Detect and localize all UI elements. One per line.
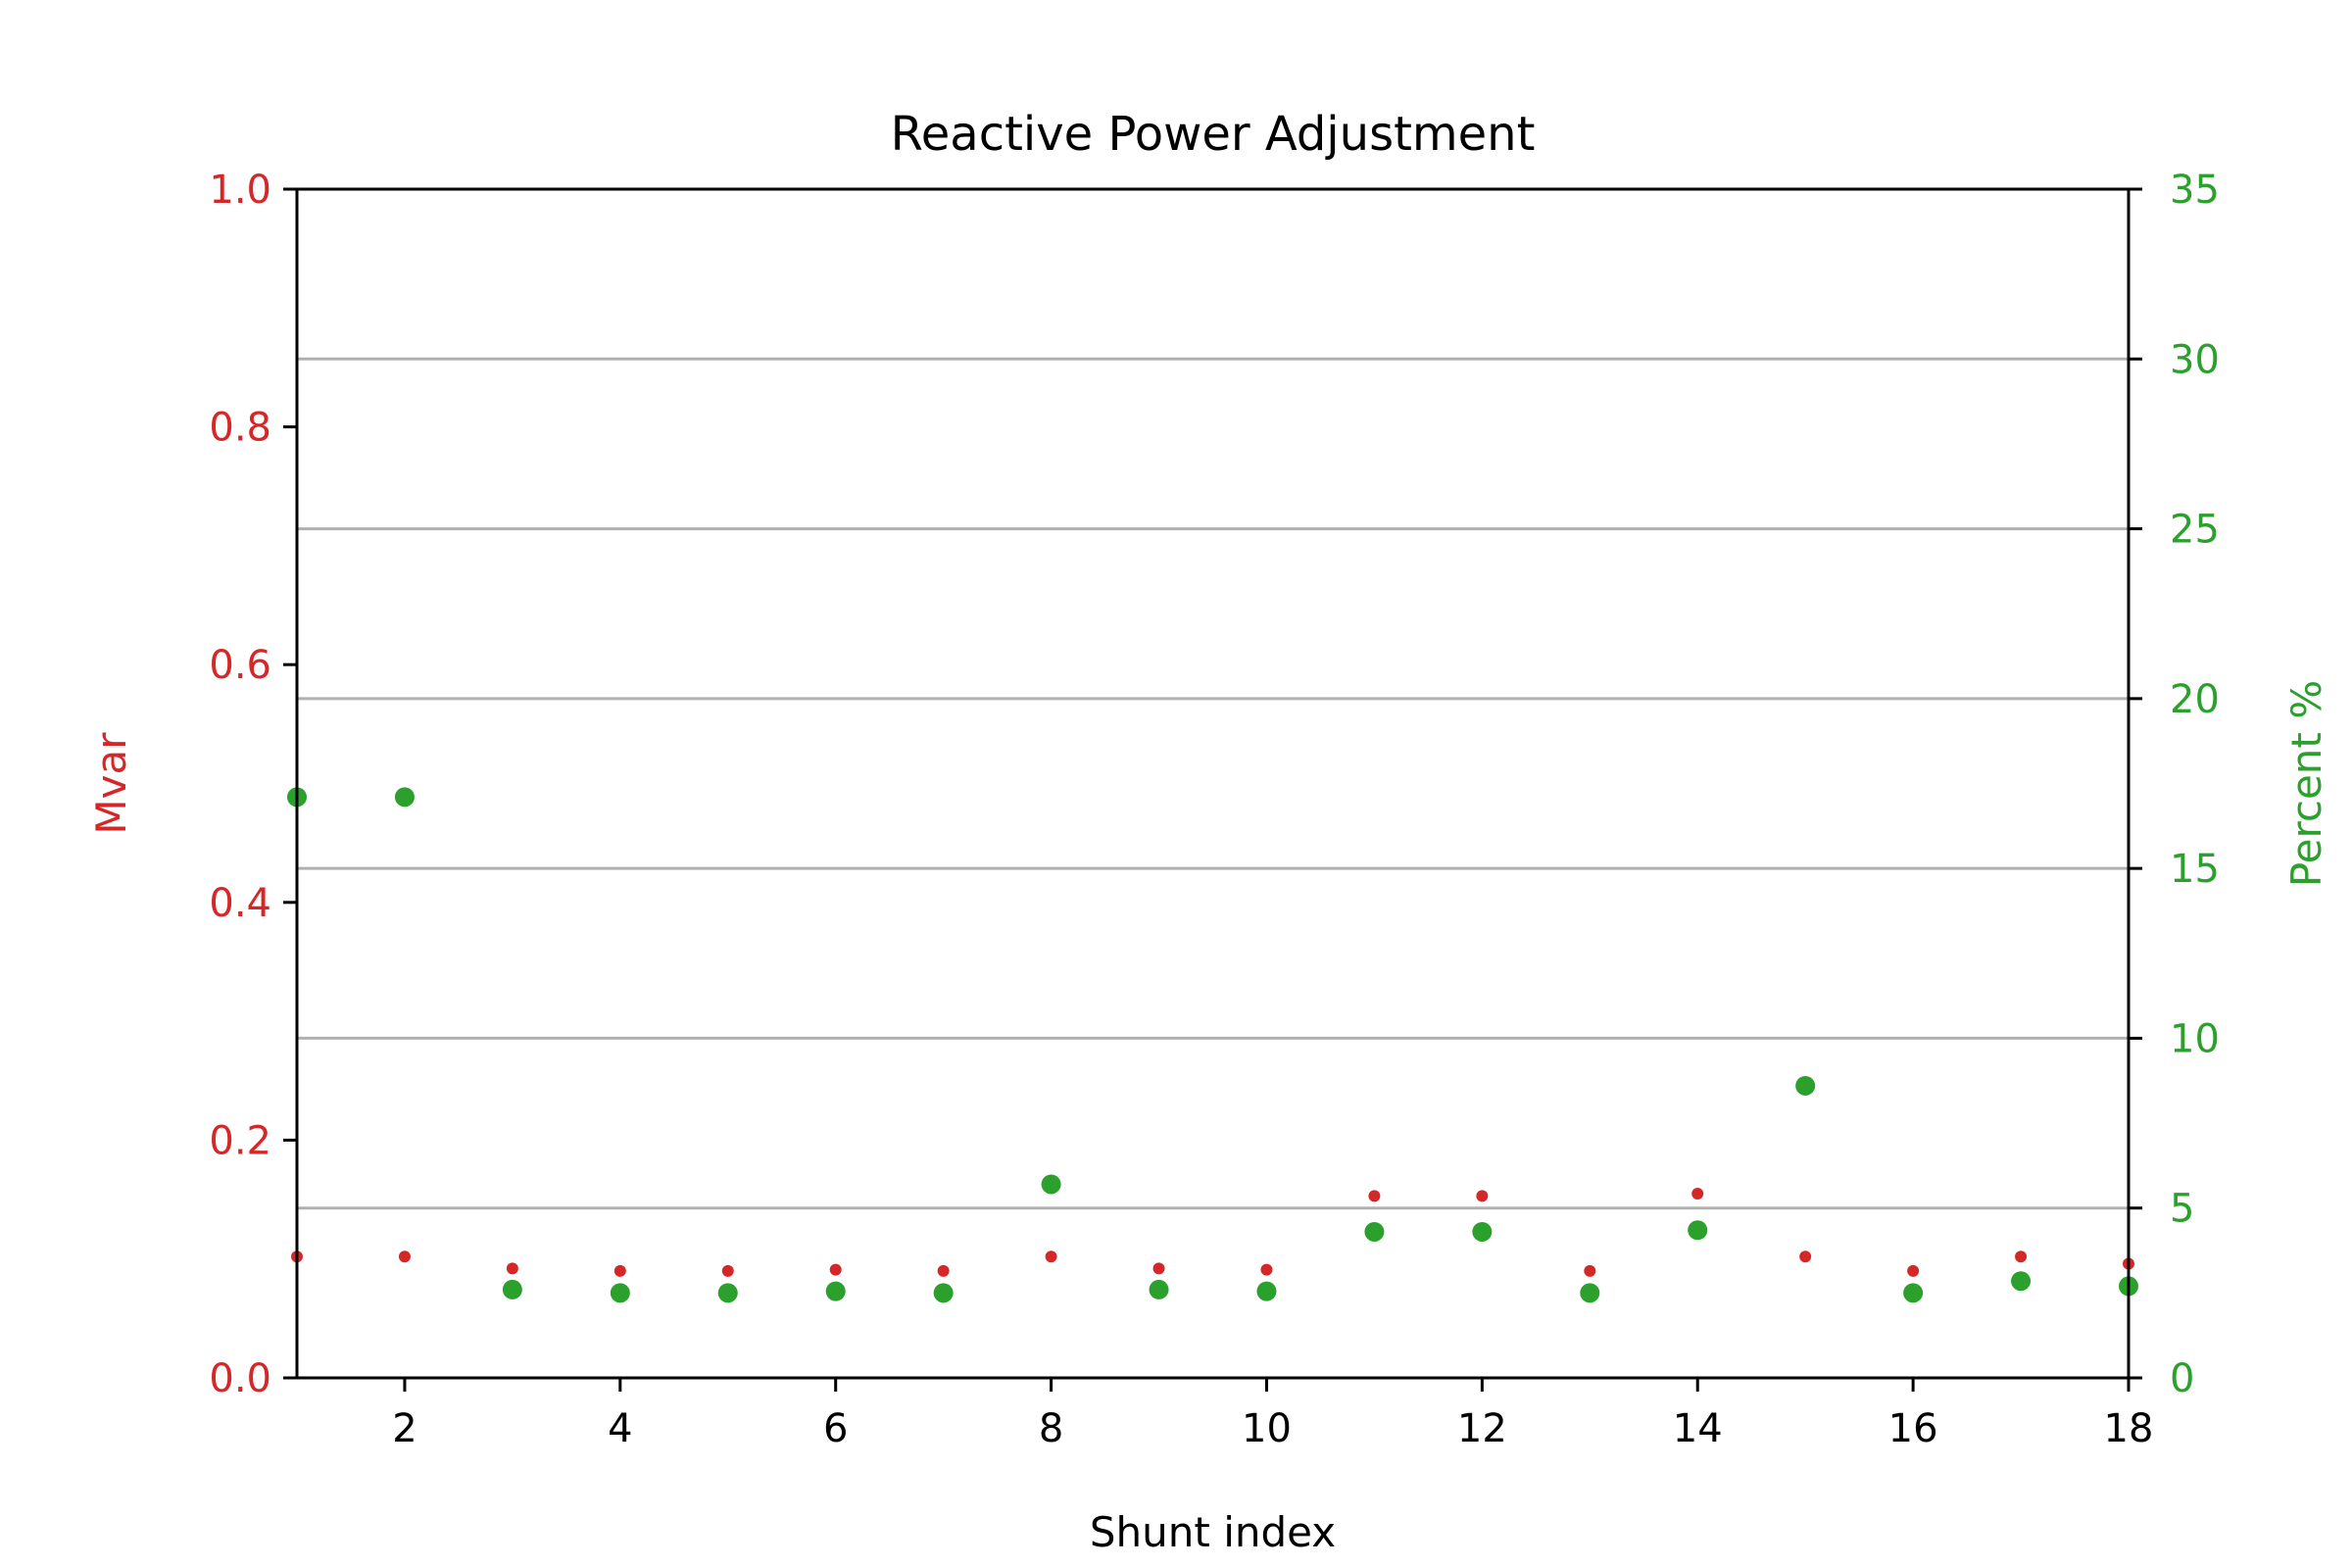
mvar-point — [1260, 1263, 1273, 1276]
mvar-point — [1907, 1264, 1920, 1277]
mvar-point — [1799, 1250, 1812, 1263]
y-left-axis-label: Mvar — [87, 732, 135, 835]
mvar-point — [721, 1264, 734, 1277]
y-right-tick-label: 35 — [2170, 168, 2220, 213]
y-left-tick-label: 1.0 — [209, 168, 271, 213]
percent-point — [1256, 1281, 1277, 1301]
percent-point — [717, 1283, 738, 1303]
mvar-point — [937, 1264, 950, 1277]
percent-point — [1688, 1220, 1708, 1241]
percent-point — [825, 1281, 846, 1301]
percent-point — [1580, 1283, 1600, 1303]
x-tick-label: 16 — [1888, 1406, 1938, 1451]
axis-ticks: 0 5 10 15 20 25 30 35 0.0 0.2 0.4 0.6 0.8 1.0 2 4 6 8 10 12… — [209, 168, 2220, 1451]
percent-point — [1472, 1221, 1493, 1242]
x-tick-label: 8 — [1039, 1406, 1063, 1451]
percent-point — [502, 1279, 522, 1299]
x-tick-label: 18 — [2104, 1406, 2154, 1451]
mvar-point — [613, 1264, 626, 1277]
y-right-tick-label: 25 — [2170, 508, 2220, 553]
x-tick-label: 10 — [1242, 1406, 1292, 1451]
x-axis-label: Shunt index — [1090, 1508, 1336, 1556]
percent-point — [2011, 1271, 2032, 1292]
y-right-tick-label: 5 — [2170, 1187, 2194, 1232]
percent-point — [1041, 1174, 1061, 1195]
percent-point — [610, 1283, 630, 1303]
y-left-tick-label: 0.6 — [209, 643, 271, 688]
mvar-point — [2015, 1250, 2028, 1263]
mvar-point — [1368, 1190, 1381, 1202]
y-left-tick-label: 0.8 — [209, 406, 271, 451]
mvar-point — [1691, 1187, 1704, 1200]
percent-point — [1149, 1279, 1169, 1299]
y-left-tick-label: 0.0 — [209, 1356, 271, 1401]
y-right-tick-label: 15 — [2170, 847, 2220, 892]
y-left-tick-label: 0.2 — [209, 1118, 271, 1163]
mvar-point — [1045, 1250, 1057, 1263]
x-tick-label: 2 — [392, 1406, 416, 1451]
mvar-point — [1476, 1190, 1489, 1202]
percent-point — [1364, 1221, 1385, 1242]
x-tick-label: 4 — [608, 1406, 632, 1451]
mvar-point — [1584, 1264, 1596, 1277]
mvar-point — [829, 1263, 842, 1276]
x-tick-label: 12 — [1457, 1406, 1507, 1451]
chart-title: Reactive Power Adjustment — [891, 107, 1536, 162]
x-tick-label: 6 — [823, 1406, 848, 1451]
percent-point — [1795, 1075, 1816, 1096]
y-right-tick-label: 30 — [2170, 337, 2220, 382]
gridlines — [297, 357, 2129, 1210]
percent-point — [1903, 1283, 1924, 1303]
mvar-point — [398, 1250, 411, 1263]
percent-point — [933, 1283, 954, 1303]
y-right-tick-label: 10 — [2170, 1016, 2220, 1061]
percent-point — [394, 787, 415, 808]
data-points — [287, 787, 2138, 1303]
y-left-tick-label: 0.4 — [209, 881, 271, 926]
y-right-tick-label: 0 — [2170, 1356, 2194, 1401]
x-tick-label: 14 — [1673, 1406, 1723, 1451]
y-right-tick-label: 20 — [2170, 677, 2220, 722]
mvar-point — [1152, 1262, 1165, 1275]
mvar-point — [506, 1262, 518, 1275]
y-right-axis-label: Percent % — [2282, 680, 2330, 887]
plot-frame — [295, 187, 2131, 1380]
